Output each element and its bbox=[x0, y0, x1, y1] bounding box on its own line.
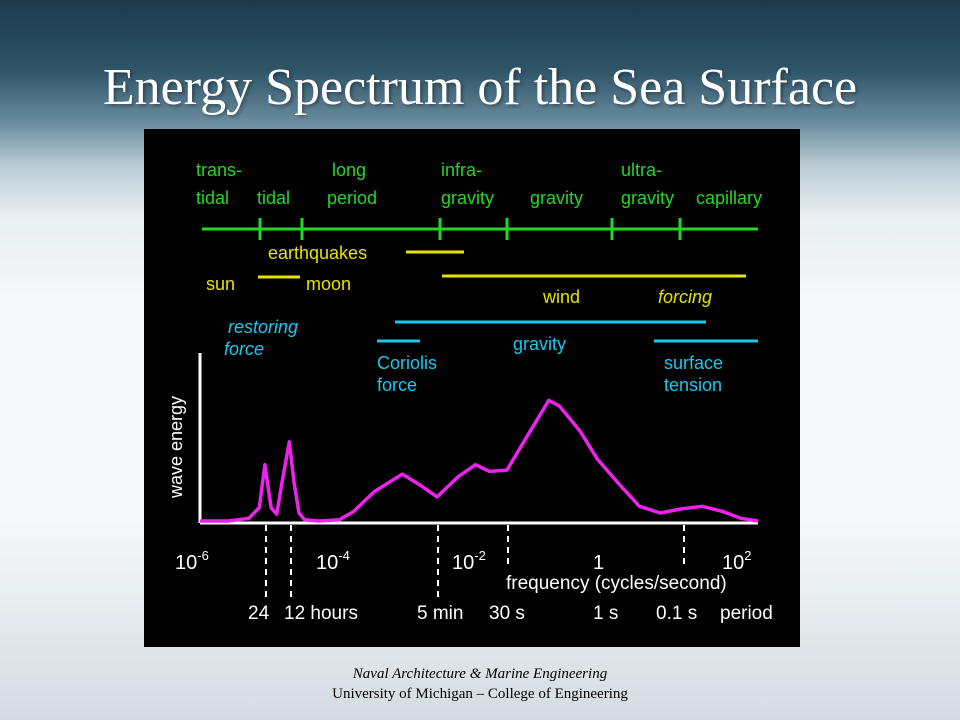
band-ultra-gravity-line2: gravity bbox=[621, 188, 674, 208]
period-guides bbox=[265, 525, 685, 599]
restoring-bars bbox=[377, 320, 758, 343]
frequency-ticks: 10-6 10-4 10-2 1 102 bbox=[175, 548, 751, 574]
restoring-force-line2: force bbox=[224, 339, 264, 359]
restoring-coriolis-line2: force bbox=[377, 375, 417, 395]
forcing-earthquakes: earthquakes bbox=[268, 243, 367, 263]
slide-title: Energy Spectrum of the Sea Surface bbox=[102, 59, 858, 116]
band-capillary: capillary bbox=[696, 188, 762, 208]
period-24: 24 bbox=[248, 603, 270, 624]
forcing-wind: wind bbox=[542, 287, 580, 307]
restoring-gravity: gravity bbox=[513, 334, 566, 354]
spectrum-diagram: trans- tidal tidal long period infra- gr… bbox=[166, 160, 773, 624]
forcing-moon: moon bbox=[306, 274, 351, 294]
tick-10e-4: 10-4 bbox=[316, 548, 350, 574]
band-long-period-line2: period bbox=[327, 188, 377, 208]
band-long-period-line1: long bbox=[332, 160, 366, 180]
restoring-surface-tension-line2: tension bbox=[664, 375, 722, 395]
band-infra-gravity-line2: gravity bbox=[441, 188, 494, 208]
x-axis-label: frequency (cycles/second) bbox=[506, 573, 727, 594]
restoring-force-line1: restoring bbox=[228, 317, 298, 337]
period-12-hours: 12 hours bbox=[284, 603, 358, 624]
band-infra-gravity-line1: infra- bbox=[441, 160, 482, 180]
axes bbox=[198, 353, 758, 525]
tick-10e-2: 10-2 bbox=[452, 548, 486, 574]
tick-1: 1 bbox=[593, 552, 604, 574]
restoring-coriolis-line1: Coriolis bbox=[377, 353, 437, 373]
band-ultra-gravity-line1: ultra- bbox=[621, 160, 662, 180]
restoring-surface-tension-line1: surface bbox=[664, 353, 723, 373]
y-axis-label: wave energy bbox=[166, 396, 186, 499]
band-gravity: gravity bbox=[530, 188, 583, 208]
forcing-forcing: forcing bbox=[658, 287, 712, 307]
band-scale bbox=[202, 218, 758, 240]
band-labels: trans- tidal tidal long period infra- gr… bbox=[196, 160, 762, 208]
forcing-bars bbox=[258, 250, 746, 279]
period-0.1-s: 0.1 s bbox=[656, 603, 697, 624]
period-5-min: 5 min bbox=[417, 603, 463, 624]
footer-department: Naval Architecture & Marine Engineering bbox=[352, 666, 608, 682]
restoring-labels: restoring force Coriolis force gravity s… bbox=[224, 317, 723, 395]
tick-10e2: 102 bbox=[722, 548, 751, 574]
spectrum-figure: trans- tidal tidal long period infra- gr… bbox=[144, 129, 800, 647]
band-trans-tidal-line2: tidal bbox=[196, 188, 229, 208]
period-labels: 24 12 hours 5 min 30 s 1 s 0.1 s period bbox=[248, 603, 773, 624]
forcing-sun: sun bbox=[206, 274, 235, 294]
tick-10e-6: 10-6 bbox=[175, 548, 209, 574]
period-label: period bbox=[720, 603, 773, 624]
forcing-labels: earthquakes sun moon wind forcing bbox=[206, 243, 712, 307]
footer-university: University of Michigan – College of Engi… bbox=[332, 686, 628, 702]
period-1-s: 1 s bbox=[593, 603, 618, 624]
period-30-s: 30 s bbox=[489, 603, 525, 624]
footer: Naval Architecture & Marine Engineering … bbox=[0, 664, 960, 704]
band-trans-tidal-line1: trans- bbox=[196, 160, 242, 180]
band-tidal: tidal bbox=[257, 188, 290, 208]
spectrum-curve bbox=[200, 398, 759, 523]
